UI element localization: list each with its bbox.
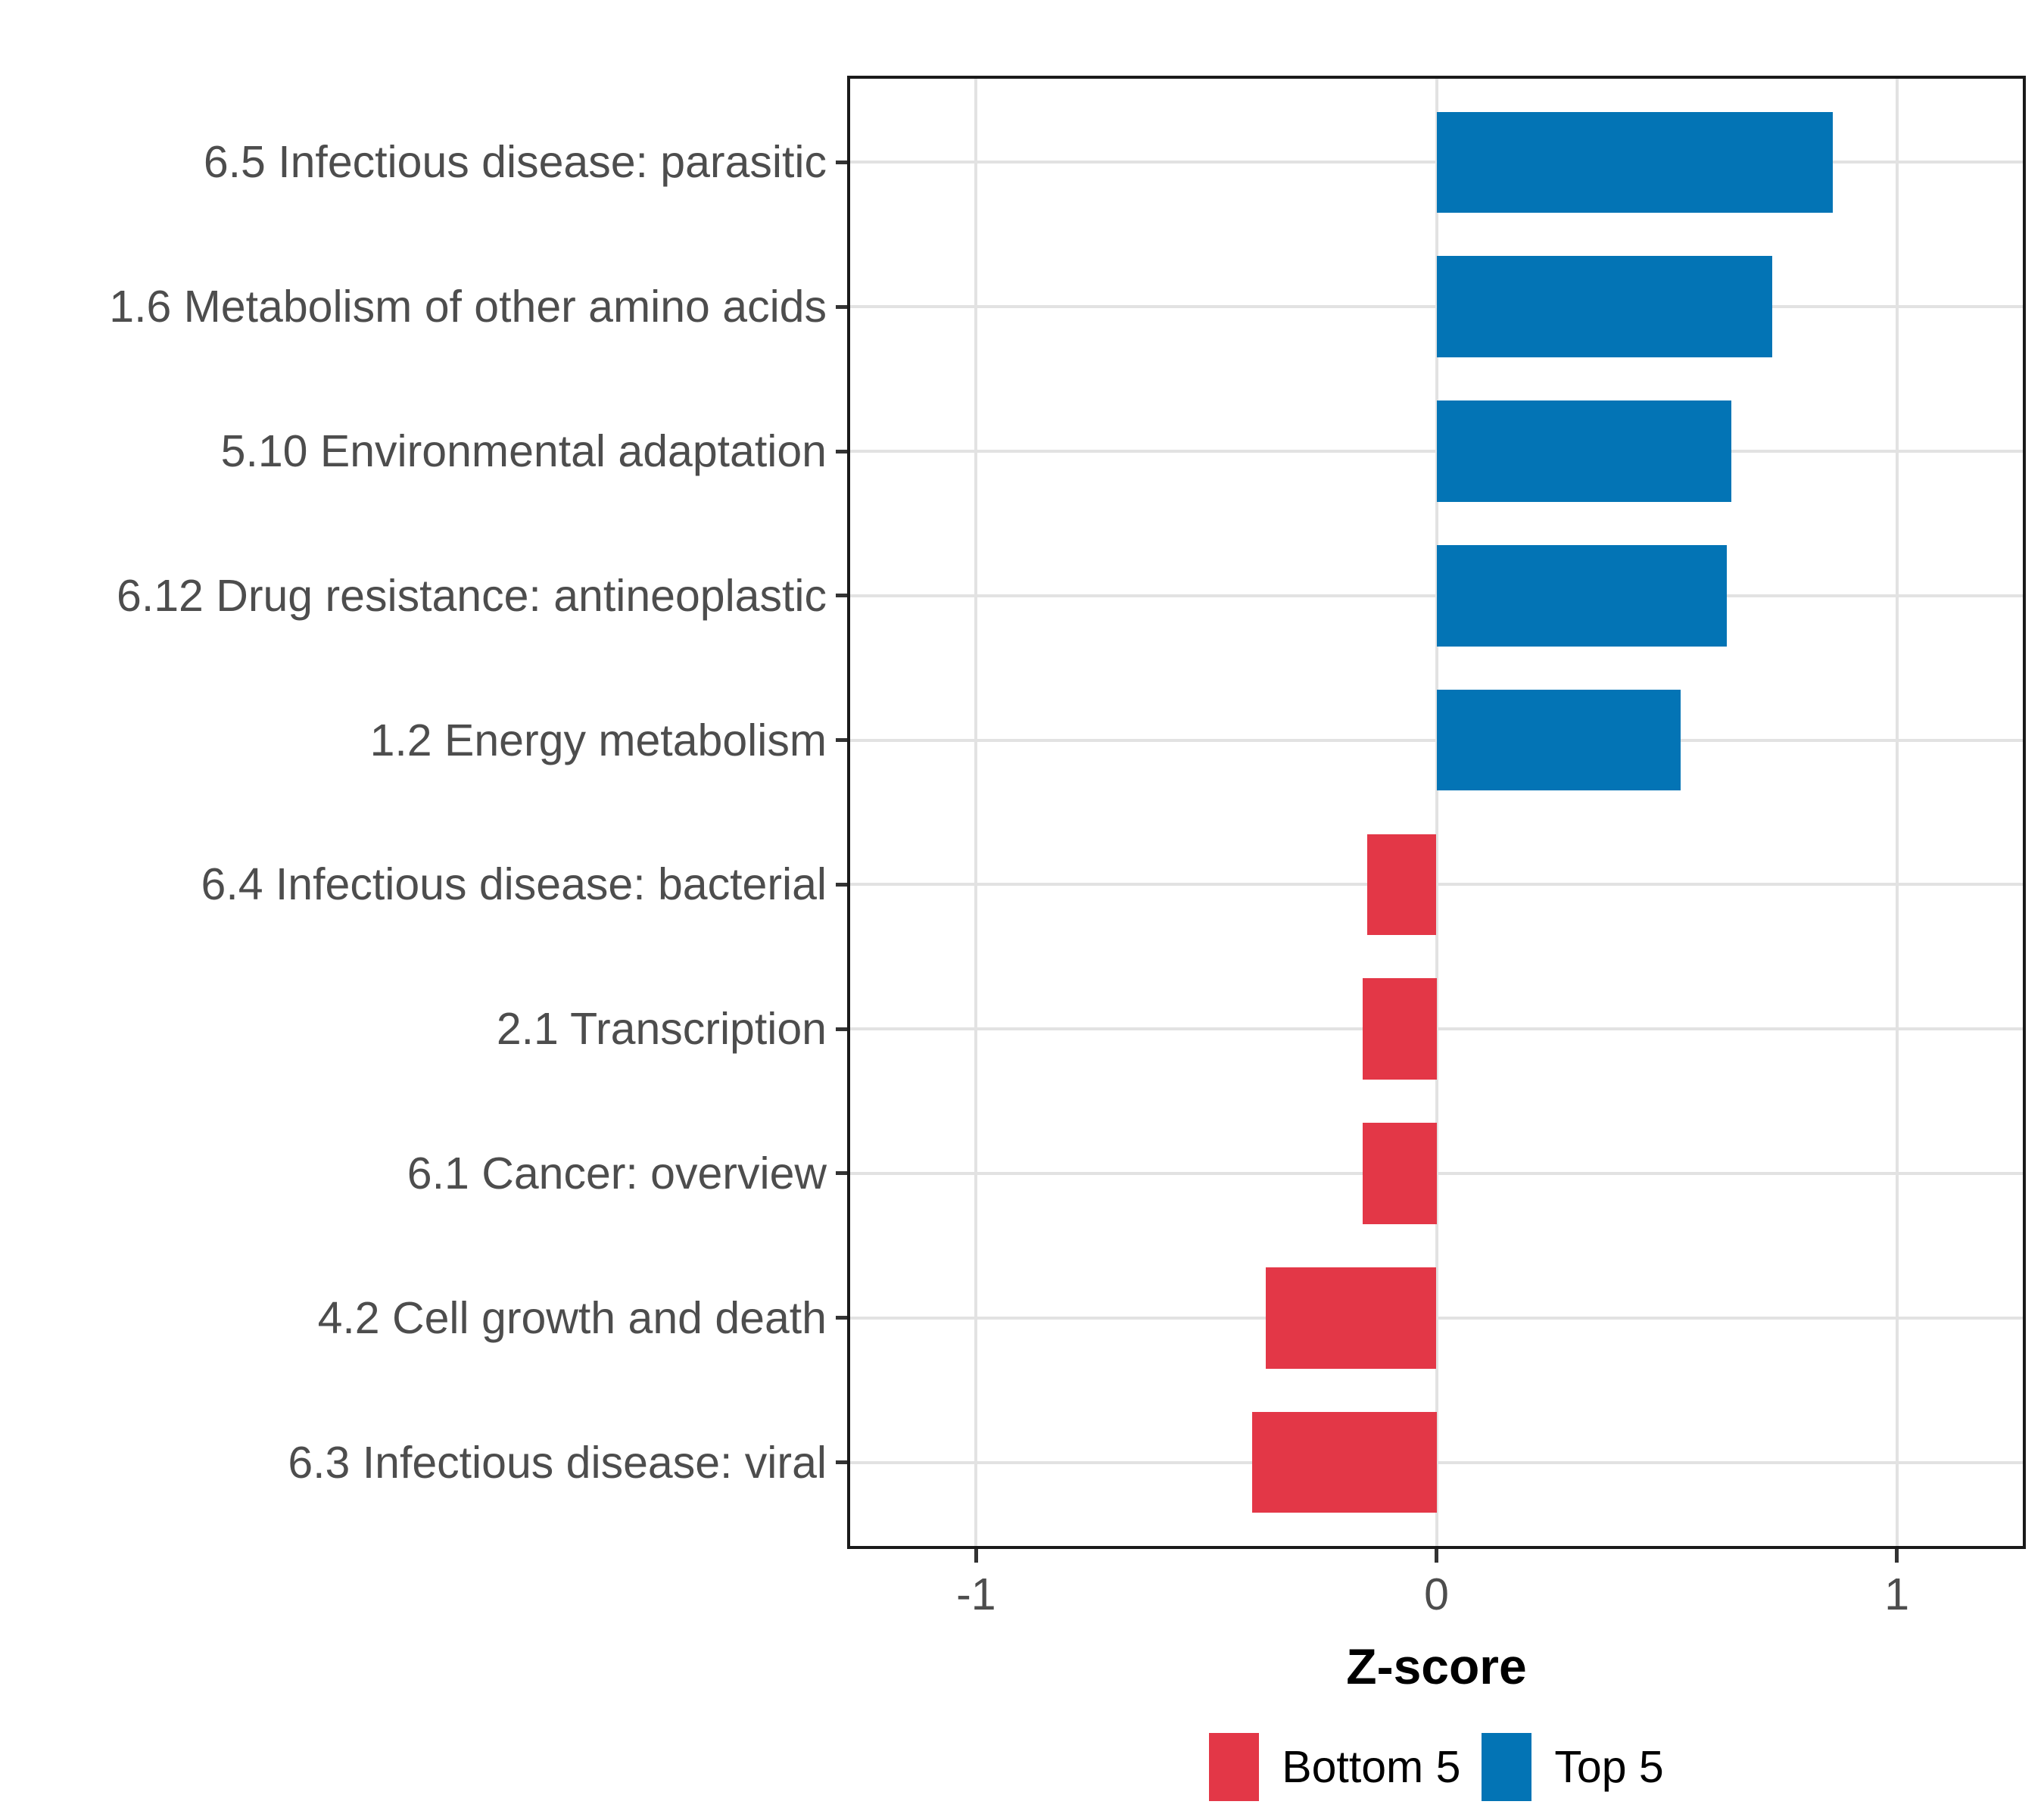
y-tick-mark-8	[836, 1316, 847, 1320]
y-axis-label-4: 1.2 Energy metabolism	[369, 715, 827, 765]
x-gridline--1	[974, 79, 978, 1546]
y-axis-label-7: 6.1 Cancer: overview	[407, 1148, 827, 1198]
x-tick-label-0: 0	[1424, 1569, 1449, 1619]
y-tick-mark-5	[836, 882, 847, 887]
y-gridline-9	[850, 1460, 2023, 1464]
x-tick-mark-1	[1895, 1549, 1899, 1563]
y-axis-label-0: 6.5 Infectious disease: parasitic	[203, 137, 827, 188]
y-gridline-7	[850, 1171, 2023, 1175]
y-axis-label-1: 1.6 Metabolism of other amino acids	[109, 282, 827, 332]
y-gridline-5	[850, 883, 2023, 887]
y-tick-mark-2	[836, 449, 847, 453]
plot-panel	[847, 76, 2026, 1549]
bar-2	[1436, 400, 1731, 502]
y-axis-label-8: 4.2 Cell growth and death	[317, 1292, 827, 1343]
x-gridline-0	[1435, 79, 1438, 1546]
y-tick-mark-0	[836, 160, 847, 164]
legend-key-swatch	[1209, 1733, 1260, 1801]
x-tick-label--1: -1	[956, 1569, 996, 1619]
bar-1	[1436, 256, 1773, 358]
y-axis-label-9: 6.3 Infectious disease: viral	[288, 1437, 827, 1488]
bar-0	[1436, 111, 1833, 213]
bar-7	[1363, 1123, 1437, 1224]
y-gridline-8	[850, 1316, 2023, 1320]
y-tick-mark-1	[836, 304, 847, 309]
bar-8	[1266, 1267, 1437, 1369]
y-axis-label-5: 6.4 Infectious disease: bacterial	[201, 859, 827, 910]
x-tick-label-1: 1	[1884, 1569, 1910, 1619]
x-axis-title: Z-score	[1346, 1638, 1527, 1694]
legend-item-bottom-5: Bottom 5	[1209, 1733, 1460, 1801]
legend-item-top-5: Top 5	[1482, 1733, 1664, 1801]
y-axis-label-2: 5.10 Environmental adaptation	[220, 426, 827, 477]
bar-4	[1436, 689, 1681, 791]
y-tick-mark-4	[836, 738, 847, 743]
y-tick-mark-6	[836, 1027, 847, 1031]
legend-label: Top 5	[1554, 1742, 1664, 1792]
y-gridline-6	[850, 1027, 2023, 1031]
y-tick-mark-7	[836, 1171, 847, 1176]
x-tick-mark--1	[974, 1549, 978, 1563]
legend-key-swatch	[1482, 1733, 1532, 1801]
y-axis-label-6: 2.1 Transcription	[496, 1004, 827, 1055]
y-axis-label-3: 6.12 Drug resistance: antineoplastic	[117, 570, 827, 621]
legend: Bottom 5 Top 5	[847, 1725, 2026, 1809]
bar-3	[1436, 545, 1727, 647]
legend-label: Bottom 5	[1282, 1742, 1461, 1792]
y-tick-mark-9	[836, 1460, 847, 1465]
y-tick-mark-3	[836, 594, 847, 598]
bar-9	[1252, 1411, 1437, 1513]
x-tick-mark-0	[1435, 1549, 1438, 1563]
x-gridline-1	[1895, 79, 1899, 1546]
bar-5	[1367, 834, 1437, 936]
bar-6	[1363, 978, 1437, 1080]
